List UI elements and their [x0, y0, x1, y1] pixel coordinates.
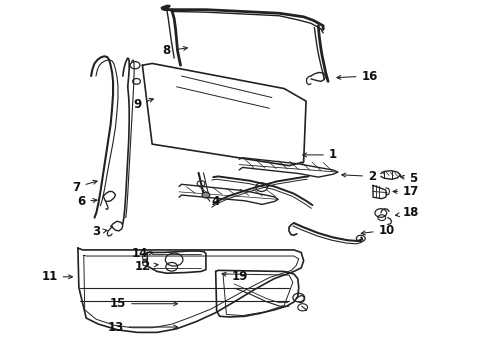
Text: 2: 2: [342, 170, 376, 183]
Text: 10: 10: [361, 224, 395, 237]
Text: 3: 3: [92, 225, 107, 238]
Circle shape: [202, 192, 210, 198]
Text: 15: 15: [110, 297, 177, 310]
Text: 19: 19: [222, 270, 248, 283]
Text: 16: 16: [337, 69, 378, 82]
Text: 1: 1: [303, 148, 337, 161]
Text: 7: 7: [73, 180, 97, 194]
Text: 17: 17: [393, 185, 419, 198]
Text: 5: 5: [400, 172, 417, 185]
Text: 9: 9: [133, 98, 153, 111]
Text: 12: 12: [134, 260, 158, 273]
Text: 6: 6: [77, 195, 97, 208]
Text: 14: 14: [132, 247, 154, 260]
Text: 4: 4: [206, 195, 220, 208]
Text: 13: 13: [107, 320, 177, 333]
Text: 8: 8: [163, 44, 187, 57]
Text: 18: 18: [395, 207, 419, 220]
Text: 11: 11: [42, 270, 73, 283]
